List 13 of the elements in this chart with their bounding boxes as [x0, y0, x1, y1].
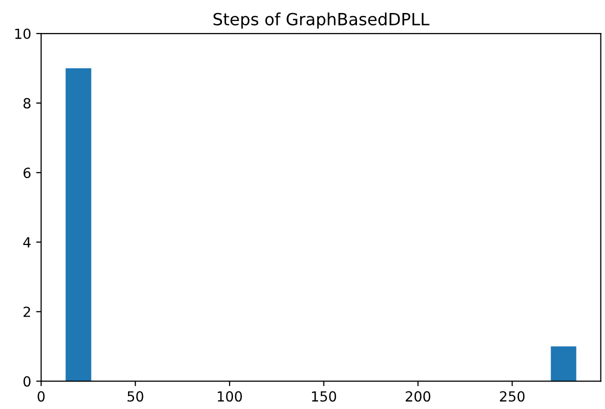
y-tick-label: 0: [23, 376, 30, 387]
y-tick-label: 2: [24, 306, 30, 317]
x-tick-label: 100: [218, 391, 242, 402]
y-tick-label: 10: [15, 28, 30, 40]
y-tick-label: 6: [24, 168, 31, 178]
x-tick-label: 200: [406, 391, 430, 402]
y-tick-label: 4: [23, 237, 31, 248]
x-tick-label: 150: [312, 391, 336, 402]
x-tick-label: 50: [128, 391, 144, 402]
y-tick-label: 8: [24, 98, 30, 109]
x-tick-label: 250: [500, 391, 525, 402]
chart-title: Steps of GraphBasedDPLL: [214, 12, 430, 29]
x-tick-label: 0: [38, 391, 45, 402]
